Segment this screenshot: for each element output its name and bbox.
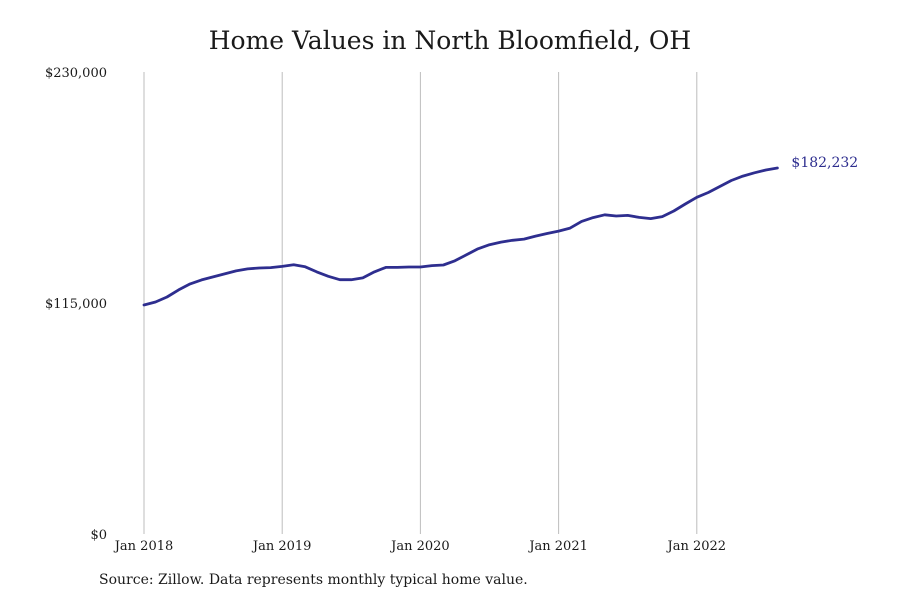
- x-tick-label: Jan 2021: [527, 539, 588, 554]
- x-tick-label: Jan 2019: [251, 539, 312, 554]
- y-tick-label: $230,000: [45, 66, 107, 81]
- source-note: Source: Zillow. Data represents monthly …: [99, 572, 528, 588]
- y-tick-label: $0: [90, 528, 107, 543]
- chart-title: Home Values in North Bloomfield, OH: [208, 26, 692, 55]
- y-tick-label: $115,000: [45, 297, 107, 312]
- last-value-label: $182,232: [791, 155, 858, 171]
- x-axis-ticks: Jan 2018 Jan 2019 Jan 2020 Jan 2021 Jan 2022: [113, 539, 726, 554]
- x-tick-label: Jan 2018: [113, 539, 174, 554]
- x-tick-label: Jan 2020: [389, 539, 450, 554]
- series-line: [142, 166, 779, 307]
- y-axis-ticks: $0 $115,000 $230,000: [45, 66, 107, 543]
- chart-grid: [143, 72, 698, 534]
- x-tick-label: Jan 2022: [666, 539, 727, 554]
